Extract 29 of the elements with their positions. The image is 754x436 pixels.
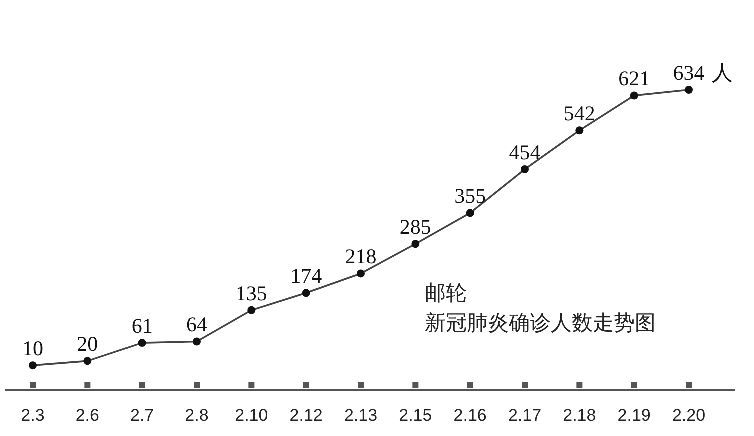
- text: 邮轮: [425, 282, 467, 305]
- x-tick-label: 2.12: [290, 406, 323, 425]
- x-tick-label: 2.13: [344, 406, 378, 425]
- data-label: 20: [77, 332, 98, 356]
- x-tick-label: 2.16: [454, 406, 487, 425]
- x-tick-label: 2.6: [76, 406, 100, 425]
- x-tick-label: 2.3: [21, 406, 45, 425]
- data-label: 61: [132, 314, 153, 338]
- x-tick-label: 2.8: [185, 406, 209, 425]
- x-tick-label: 2.18: [563, 406, 596, 425]
- data-label: 218: [345, 244, 377, 269]
- data-label: 174: [290, 264, 323, 288]
- data-label: 355: [454, 184, 486, 208]
- data-label: 135: [236, 281, 268, 306]
- x-tick-label: 2.7: [130, 406, 154, 425]
- data-label: 621: [618, 66, 650, 91]
- annotation: 人: [712, 61, 733, 85]
- data-label: 10: [22, 336, 44, 361]
- data-label: 634: [673, 61, 706, 85]
- x-tick-label: 2.15: [399, 406, 432, 425]
- text: 新冠肺炎确诊人数走势图: [425, 312, 656, 335]
- x-tick-label: 2.20: [672, 406, 706, 425]
- x-tick-label: 2.10: [235, 406, 268, 425]
- data-label: 542: [564, 102, 596, 126]
- x-tick-label: 2.17: [508, 406, 542, 425]
- data-label: 454: [509, 140, 542, 164]
- x-tick-label: 2.19: [618, 406, 651, 425]
- data-label: 285: [400, 215, 432, 240]
- data-label: 64: [186, 312, 208, 337]
